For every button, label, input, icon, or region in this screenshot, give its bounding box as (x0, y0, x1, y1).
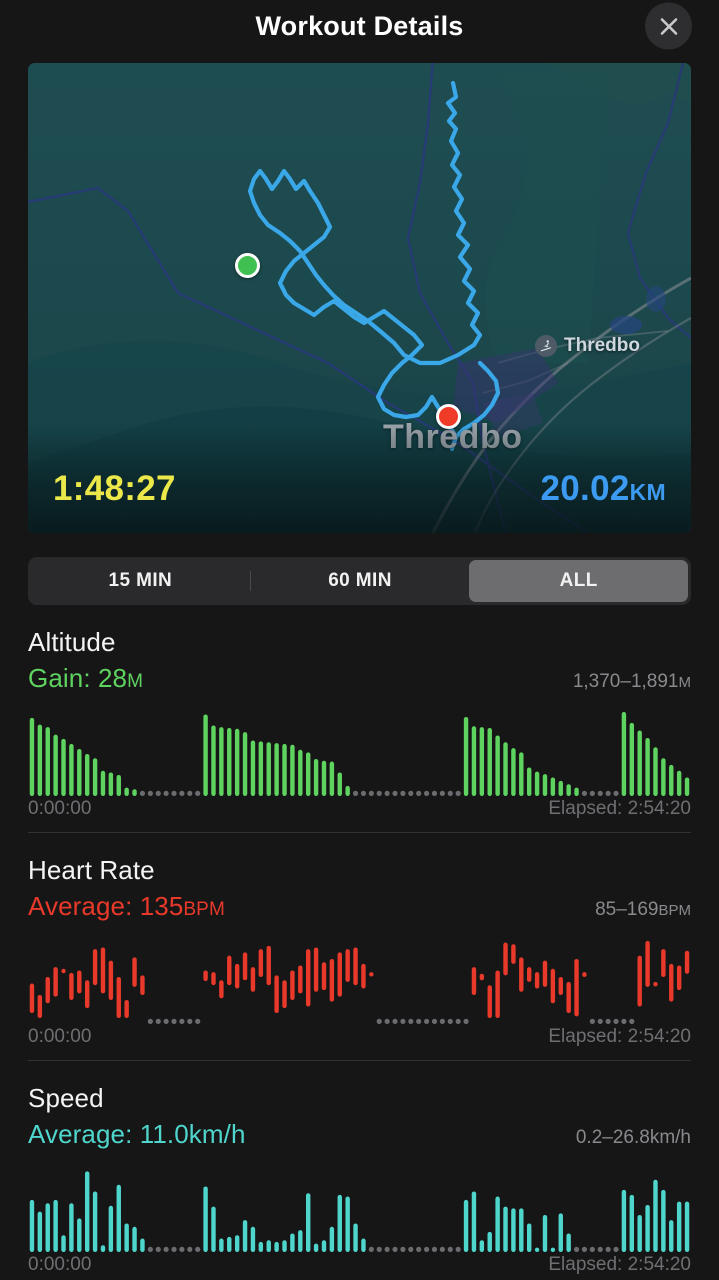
speed-axis-end: Elapsed: 2:54:20 (548, 1254, 691, 1275)
altitude-range-value: 1,370–1,891 (572, 671, 679, 692)
section-altitude: Altitude Gain: 28M 1,370–1,891M 0:00:00 … (0, 605, 719, 820)
altitude-axis-start: 0:00:00 (28, 798, 92, 819)
altitude-gain-unit: M (127, 671, 144, 692)
heart-rate-axis-start: 0:00:00 (28, 1026, 92, 1047)
heart-rate-average-value: Average: 135 (28, 891, 184, 921)
time-range-segmented-control[interactable]: 15 MIN 60 MIN ALL (28, 557, 691, 605)
heart-rate-range-value: 85–169 (595, 899, 659, 920)
divider-1 (28, 832, 691, 833)
altitude-range: 1,370–1,891M (573, 671, 691, 693)
segment-60-min[interactable]: 60 MIN (328, 570, 392, 591)
heart-rate-axis-end: Elapsed: 2:54:20 (548, 1026, 691, 1047)
speed-average: Average: 11.0km/h (28, 1119, 246, 1150)
altitude-title: Altitude (28, 627, 116, 657)
chart-speed-canvas (29, 1171, 690, 1252)
chart-heart-rate-canvas (29, 940, 690, 1024)
map-stats: 1:48:27 20.02KM (28, 453, 691, 533)
heart-rate-range-unit: BPM (658, 902, 691, 919)
speed-axis-start: 0:00:00 (28, 1254, 92, 1275)
divider-2 (28, 1060, 691, 1061)
heart-rate-average: Average: 135BPM (28, 891, 225, 922)
speed-axis: 0:00:00 Elapsed: 2:54:20 (28, 1252, 691, 1276)
altitude-range-unit: M (678, 674, 692, 691)
chart-altitude-canvas (29, 712, 690, 796)
section-speed: Speed Average: 11.0km/h 0.2–26.8km/h 0:0… (0, 1061, 719, 1276)
altitude-axis-end: Elapsed: 2:54:20 (548, 798, 691, 819)
segment-divider (249, 571, 251, 591)
distance-number: 20.02 (540, 469, 630, 508)
speed-summary: Average: 11.0km/h 0.2–26.8km/h (28, 1119, 691, 1150)
distance-value: 20.02KM (541, 469, 666, 509)
speed-title: Speed (28, 1083, 104, 1113)
section-heart-rate: Heart Rate Average: 135BPM 85–169BPM 0:0… (0, 833, 719, 1048)
speed-average-value: Average: 11.0km/h (28, 1119, 246, 1149)
speed-range-value: 0.2–26.8km/h (575, 1127, 691, 1148)
route-map[interactable]: Thredbo Thredbo 1:48:27 20.02KM (28, 63, 691, 533)
altitude-summary: Gain: 28M 1,370–1,891M (28, 663, 691, 694)
heart-rate-average-unit: BPM (183, 899, 225, 920)
duration-value: 1:48:27 (53, 469, 176, 508)
close-button[interactable] (645, 2, 692, 50)
page-title: Workout Details (255, 10, 464, 41)
heart-rate-header: Heart Rate Average: 135BPM 85–169BPM (28, 833, 691, 922)
heart-rate-chart[interactable] (28, 934, 691, 1024)
speed-header: Speed Average: 11.0km/h 0.2–26.8km/h (28, 1061, 691, 1150)
route-start-marker (235, 253, 260, 278)
segment-all[interactable]: ALL (469, 560, 689, 602)
altitude-axis: 0:00:00 Elapsed: 2:54:20 (28, 796, 691, 820)
heart-rate-axis: 0:00:00 Elapsed: 2:54:20 (28, 1024, 691, 1048)
distance-unit: KM (629, 479, 666, 505)
speed-range: 0.2–26.8km/h (576, 1127, 691, 1149)
route-end-marker (436, 404, 461, 429)
altitude-header: Altitude Gain: 28M 1,370–1,891M (28, 605, 691, 694)
altitude-chart[interactable] (28, 706, 691, 796)
close-icon (660, 17, 677, 35)
heart-rate-range: 85–169BPM (595, 899, 691, 921)
segment-15-min[interactable]: 15 MIN (108, 570, 173, 591)
heart-rate-title: Heart Rate (28, 855, 155, 885)
altitude-gain-value: Gain: 28 (28, 663, 128, 693)
heart-rate-summary: Average: 135BPM 85–169BPM (28, 891, 691, 922)
speed-chart[interactable] (28, 1162, 691, 1252)
altitude-gain: Gain: 28M (28, 663, 143, 694)
modal-header: Workout Details (0, 0, 719, 52)
